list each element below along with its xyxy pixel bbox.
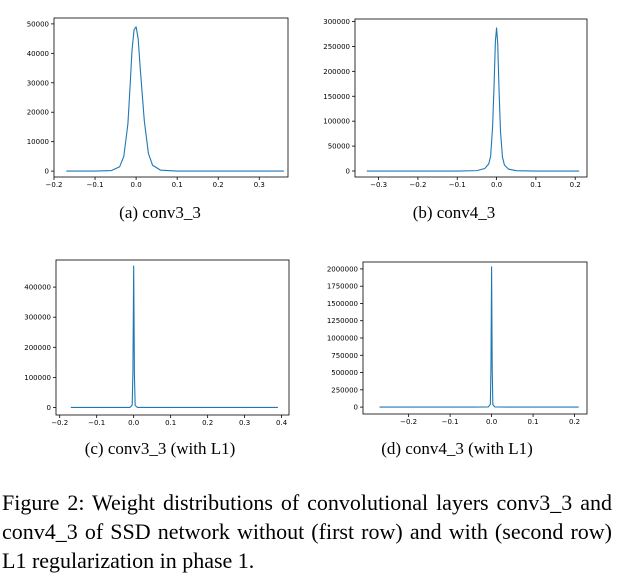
x-tick-label-a-0: −0.2 <box>46 181 63 189</box>
y-tick-label-c-1: 100000 <box>24 374 51 382</box>
chart-c: −0.2 −0.1 0.0 0.1 0.2 0.3 0.4 0 100000 200000 3000… <box>24 259 290 427</box>
chart-caption-b: (b) conv4_3 <box>412 203 496 222</box>
chart-panel-a: −0.2 −0.1 0.0 0.1 0.2 0.3 0 10000 20000 30000 4000… <box>0 0 300 240</box>
y-tick-label-b-5: 250000 <box>323 43 350 51</box>
y-tick-label-b-0: 0 <box>346 168 350 176</box>
x-tick-label-d-1: −0.1 <box>442 418 459 426</box>
y-tick-label-c-3: 300000 <box>24 314 51 322</box>
chart-panel-d: −0.2 −0.1 0.0 0.1 0.2 0 250000 500000 750000 1000… <box>309 255 619 475</box>
y-tick-label-b-6: 300000 <box>323 18 350 26</box>
chart-caption-d: (d) conv4_3 (with L1) <box>381 439 533 458</box>
x-tick-label-b-0: −0.3 <box>370 181 387 189</box>
x-tick-label-d-4: 0.2 <box>569 418 580 426</box>
x-tick-label-a-2: 0.0 <box>131 181 142 189</box>
y-tick-label-d-2: 500000 <box>331 369 358 377</box>
x-tick-label-c-5: 0.3 <box>239 419 250 427</box>
series-line-b-0 <box>366 27 580 172</box>
y-tick-label-d-0: 0 <box>354 404 358 412</box>
x-tick-label-c-0: −0.2 <box>51 419 68 427</box>
x-tick-label-d-2: 0.0 <box>486 418 497 426</box>
x-tick-label-b-5: 0.2 <box>570 181 581 189</box>
chart-d: −0.2 −0.1 0.0 0.1 0.2 0 250000 500000 750000 1000… <box>327 261 588 426</box>
plot-frame-a <box>53 17 289 178</box>
y-tick-label-c-0: 0 <box>47 404 51 412</box>
y-tick-label-d-4: 1000000 <box>327 335 358 343</box>
y-tick-label-c-2: 200000 <box>24 344 51 352</box>
y-tick-label-d-6: 1500000 <box>327 300 358 308</box>
figure-caption: Figure 2: Weight distributions of convol… <box>2 490 612 573</box>
x-tick-label-b-1: −0.2 <box>409 181 426 189</box>
y-tick-label-b-3: 150000 <box>323 93 350 101</box>
x-tick-label-d-0: −0.2 <box>400 418 417 426</box>
series-line-c-0 <box>70 265 278 409</box>
chart-caption-c: (c) conv3_3 (with L1) <box>84 439 236 458</box>
y-tick-label-b-2: 100000 <box>323 118 350 126</box>
y-tick-label-d-3: 750000 <box>331 352 358 360</box>
y-tick-label-b-1: 50000 <box>328 143 350 151</box>
x-tick-label-b-2: −0.1 <box>449 181 466 189</box>
x-tick-label-a-1: −0.1 <box>87 181 104 189</box>
x-tick-label-c-2: 0.0 <box>128 419 139 427</box>
x-tick-label-a-3: 0.1 <box>172 181 183 189</box>
y-tick-label-b-4: 200000 <box>323 68 350 76</box>
x-tick-label-d-3: 0.1 <box>528 418 539 426</box>
x-tick-label-c-1: −0.1 <box>88 419 105 427</box>
y-tick-label-d-1: 250000 <box>331 386 358 394</box>
x-tick-label-a-5: 0.3 <box>254 181 265 189</box>
y-tick-label-d-5: 1250000 <box>327 317 358 325</box>
chart-panel-b: −0.3 −0.2 −0.1 0.0 0.1 0.2 0 50000 100000 150000 2… <box>309 0 619 240</box>
chart-panel-c: −0.2 −0.1 0.0 0.1 0.2 0.3 0.4 0 100000 200000 3000… <box>0 255 300 475</box>
plot-frame-b <box>354 18 588 178</box>
chart-a: −0.2 −0.1 0.0 0.1 0.2 0.3 0 10000 20000 30000 4000… <box>27 17 289 189</box>
x-tick-label-c-3: 0.1 <box>165 419 176 427</box>
chart-caption-a: (a) conv3_3 <box>119 203 201 222</box>
y-tick-label-c-4: 400000 <box>24 284 51 292</box>
series-line-d-0 <box>379 266 579 408</box>
series-line-a-0 <box>66 26 284 172</box>
x-tick-label-b-4: 0.1 <box>530 181 541 189</box>
y-tick-label-a-2: 20000 <box>27 109 49 117</box>
y-tick-label-a-3: 30000 <box>27 79 49 87</box>
x-tick-label-c-4: 0.2 <box>202 419 213 427</box>
y-tick-label-a-1: 10000 <box>27 138 49 146</box>
y-tick-label-a-0: 0 <box>45 168 49 176</box>
chart-b: −0.3 −0.2 −0.1 0.0 0.1 0.2 0 50000 100000 150000 2… <box>323 18 588 189</box>
x-tick-label-a-4: 0.2 <box>213 181 224 189</box>
x-tick-label-b-3: 0.0 <box>491 181 502 189</box>
plot-frame-d <box>362 261 588 415</box>
y-tick-label-a-4: 40000 <box>27 50 49 58</box>
y-tick-label-d-7: 1750000 <box>327 283 358 291</box>
x-tick-label-c-6: 0.4 <box>276 419 288 427</box>
plot-frame-c <box>55 259 290 416</box>
y-tick-label-d-8: 2000000 <box>327 265 358 273</box>
y-tick-label-a-5: 50000 <box>27 20 49 28</box>
